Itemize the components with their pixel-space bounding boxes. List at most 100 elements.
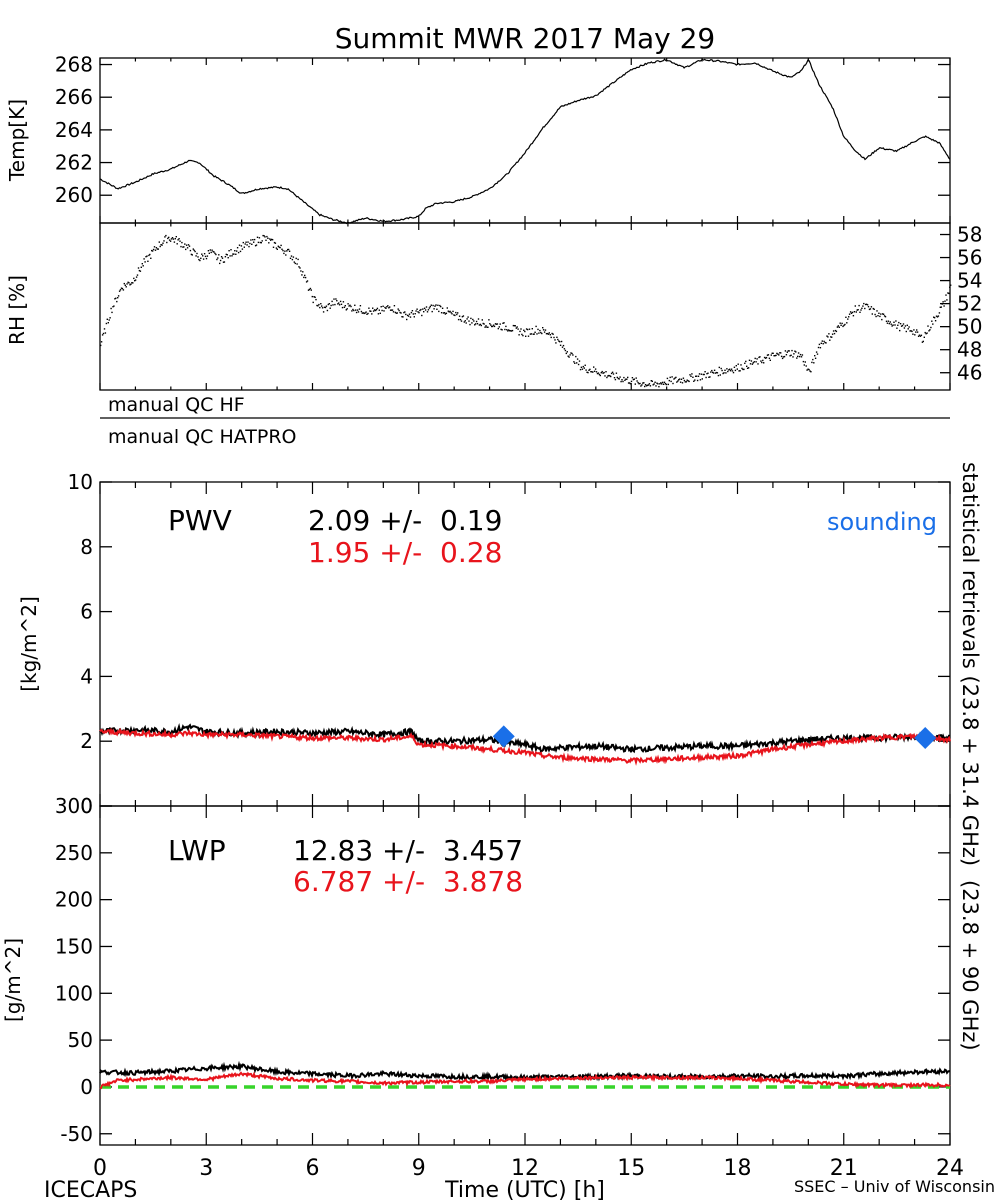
side-label-black: statistical retrievals (23.8 + 31.4 GHz) xyxy=(958,462,982,866)
rh-point xyxy=(278,246,280,248)
rh-point xyxy=(264,236,266,238)
rh-point xyxy=(642,382,644,384)
pwv-ytick-label: 4 xyxy=(80,664,93,688)
rh-point xyxy=(716,372,719,374)
rh-point xyxy=(265,239,267,241)
rh-point xyxy=(110,307,112,310)
rh-point xyxy=(632,378,635,381)
lwp-ytick-label: 150 xyxy=(55,934,93,958)
rh-point xyxy=(327,303,329,306)
rh-point xyxy=(242,241,244,244)
side-label-red: (23.8 + 90 GHz) xyxy=(958,880,982,1051)
rh-point xyxy=(153,246,156,248)
rh-point xyxy=(202,255,204,257)
rh-point xyxy=(526,328,529,331)
rh-point xyxy=(657,383,659,385)
rh-point xyxy=(201,253,203,255)
rh-point xyxy=(796,357,798,359)
rh-point xyxy=(919,335,922,337)
rh-point xyxy=(816,353,819,355)
rh-point xyxy=(287,248,290,251)
rh-point xyxy=(540,331,542,334)
rh-point xyxy=(695,375,698,377)
rh-point xyxy=(895,320,897,322)
rh-point xyxy=(625,378,627,380)
rh-point xyxy=(219,259,222,262)
rh-point xyxy=(684,381,686,383)
rh-point xyxy=(828,333,830,335)
rh-point xyxy=(596,372,599,375)
rh-point xyxy=(428,307,431,309)
rh-point xyxy=(346,308,348,310)
rh-ylabel: RH [%] xyxy=(5,275,29,345)
rh-point xyxy=(691,373,693,375)
pwv-ytick-label: 2 xyxy=(80,729,93,753)
lwp-ytick-label: -50 xyxy=(60,1122,93,1146)
temp-series-line xyxy=(99,58,951,225)
rh-point xyxy=(621,379,623,381)
rh-point xyxy=(165,234,167,237)
rh-point xyxy=(469,323,471,326)
rh-point xyxy=(493,325,496,328)
rh-point xyxy=(521,333,523,336)
rh-point xyxy=(144,261,146,263)
rh-point xyxy=(896,327,898,329)
rh-point xyxy=(447,310,449,312)
rh-point xyxy=(839,322,841,324)
rh-point xyxy=(191,254,193,256)
rh-point xyxy=(811,361,813,364)
rh-point xyxy=(417,311,419,313)
rh-point xyxy=(661,381,664,384)
rh-point xyxy=(821,340,823,342)
rh-point xyxy=(320,303,322,305)
rh-point xyxy=(770,354,772,356)
rh-point xyxy=(292,256,295,258)
rh-point xyxy=(566,351,568,353)
rh-point xyxy=(376,307,379,310)
rh-point xyxy=(151,250,154,252)
rh-point xyxy=(236,250,238,252)
rh-point xyxy=(225,253,227,256)
rh-point xyxy=(747,367,750,369)
rh-point xyxy=(261,240,263,242)
rh-point xyxy=(158,241,160,243)
rh-point xyxy=(134,279,137,281)
rh-point xyxy=(450,311,452,314)
rh-point xyxy=(712,371,714,374)
rh-point xyxy=(402,316,404,318)
rh-point xyxy=(676,381,678,383)
rh-point xyxy=(666,377,669,380)
pwv-ytick-label: 10 xyxy=(68,470,93,494)
rh-point xyxy=(698,373,701,375)
rh-point xyxy=(484,326,486,328)
rh-point xyxy=(183,246,185,248)
rh-point xyxy=(765,356,768,359)
rh-point xyxy=(440,305,442,308)
rh-point xyxy=(289,257,292,259)
rh-point xyxy=(686,379,688,381)
rh-point xyxy=(499,323,501,325)
rh-point xyxy=(725,372,727,374)
rh-point xyxy=(441,307,444,309)
rh-point xyxy=(917,335,920,337)
rh-point xyxy=(280,244,282,247)
rh-point xyxy=(802,360,805,363)
rh-point xyxy=(823,340,825,343)
rh-point xyxy=(103,328,106,330)
rh-point xyxy=(259,241,261,244)
rh-point xyxy=(520,328,522,330)
rh-point xyxy=(204,255,207,258)
rh-point xyxy=(491,325,494,328)
rh-ytick-label: 56 xyxy=(957,246,982,270)
rh-point xyxy=(673,378,675,380)
rh-point xyxy=(737,363,739,365)
rh-point xyxy=(688,380,690,383)
rh-point xyxy=(826,335,828,337)
rh-point xyxy=(567,355,569,357)
rh-point xyxy=(727,370,729,373)
rh-point xyxy=(866,304,869,306)
rh-point xyxy=(476,323,479,325)
rh-point xyxy=(116,300,118,303)
rh-point xyxy=(381,309,383,312)
rh-point xyxy=(837,325,839,327)
